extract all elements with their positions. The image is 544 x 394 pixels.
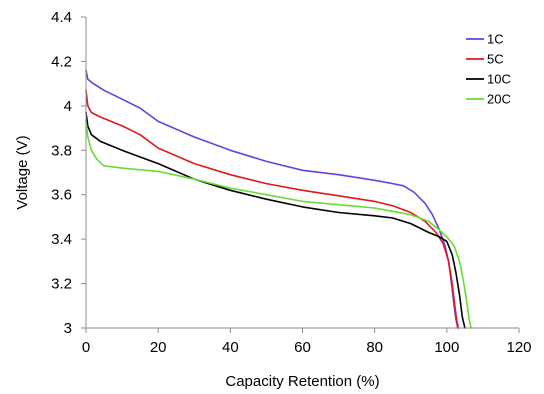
series-line-10c <box>85 111 466 329</box>
x-tick-label: 40 <box>222 339 239 356</box>
y-tick-label: 3 <box>64 320 72 337</box>
y-tick-label: 4 <box>64 98 72 115</box>
y-axis-ticks: 3 3.2 3.4 3.6 3.8 4 4.2 4.4 <box>51 9 86 337</box>
y-tick-label: 3.2 <box>51 276 72 293</box>
x-tick-label: 20 <box>150 339 167 356</box>
x-tick-label: 0 <box>82 339 90 356</box>
x-axis-title: Capacity Retention (%) <box>225 373 379 390</box>
x-tick-label: 100 <box>434 339 459 356</box>
y-tick-label: 3.4 <box>51 231 72 248</box>
x-axis-ticks: 0 20 40 60 80 100 120 <box>82 328 532 356</box>
chart-legend: 1C 5C 10C 20C <box>466 32 511 107</box>
series-line-20c <box>85 120 472 329</box>
x-tick-label: 60 <box>294 339 311 356</box>
y-tick-label: 3.6 <box>51 187 72 204</box>
y-tick-label: 4.2 <box>51 53 72 70</box>
y-axis-title: Voltage (V) <box>14 135 31 209</box>
legend-label-1c: 1C <box>487 32 504 47</box>
x-tick-label: 120 <box>506 339 531 356</box>
plot-background <box>86 17 519 328</box>
legend-label-5c: 5C <box>487 52 504 67</box>
y-tick-label: 4.4 <box>51 9 72 26</box>
x-tick-label: 80 <box>366 339 383 356</box>
legend-label-10c: 10C <box>487 72 511 87</box>
legend-label-20c: 20C <box>487 92 511 107</box>
y-tick-label: 3.8 <box>51 142 72 159</box>
series-line-5c <box>85 89 460 329</box>
series-group <box>85 69 472 329</box>
plot-area: 0 20 40 60 80 100 120 3 3.2 3.4 3.6 3.8 4 4.2 4.4 <box>51 9 531 356</box>
